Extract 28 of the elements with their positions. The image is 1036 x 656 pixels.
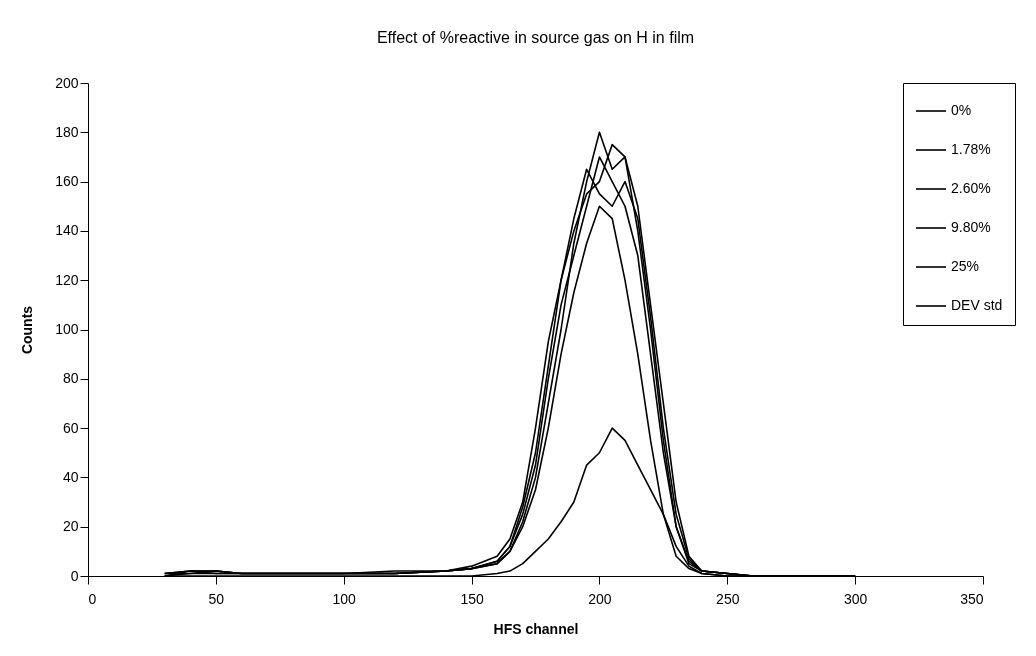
y-tick-label: 120 [55,271,79,288]
y-tick-label: 160 [55,173,79,190]
x-tick-label: 200 [588,590,612,607]
x-tick-label: 100 [332,590,357,607]
y-tick-label: 40 [62,468,79,485]
y-tick-label: 80 [62,370,79,387]
legend-label: 2.60% [951,180,991,196]
legend-label: DEV std [951,297,1003,313]
y-tick-label: 100 [55,321,79,337]
y-tick-label: 60 [62,419,79,436]
y-tick-label: 200 [55,74,79,91]
y-tick-label: 20 [62,518,79,535]
legend-label: 0% [951,102,972,118]
chart-title: Effect of %reactive in source gas on H in film [376,29,695,46]
x-tick-label: 0 [88,590,97,607]
y-axis-title: Counts [19,305,36,355]
x-tick-label: 300 [843,590,868,607]
y-tick-label: 180 [55,123,79,140]
x-tick-label: 150 [460,590,484,607]
legend-label: 1.78% [951,141,991,157]
legend-label: 25% [951,258,980,274]
x-tick-label: 50 [208,590,225,607]
y-tick-label: 140 [55,222,79,239]
y-tick-label: 0 [70,567,79,584]
legend-label: 9.80% [951,219,991,235]
x-tick-label: 350 [960,590,984,607]
x-tick-label: 250 [716,590,740,607]
x-axis-title: HFS channel [493,620,579,637]
